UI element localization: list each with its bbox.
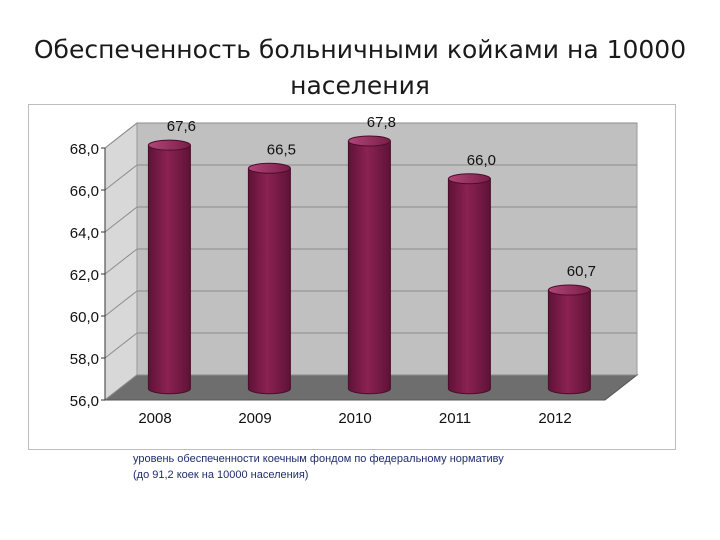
bar-cap [247, 162, 291, 174]
data-label: 67,8 [367, 114, 396, 131]
bar-cap [447, 173, 491, 185]
data-label: 60,7 [567, 263, 596, 280]
bar [547, 289, 591, 395]
x-tick-label: 2008 [138, 410, 171, 427]
y-tick-label: 64,0 [70, 225, 99, 242]
bar-chart: 56,0 58,0 60,0 62,0 64,0 66,0 68,0 67,6 2008 66,5… [70, 114, 639, 427]
y-gridline-side [104, 248, 138, 275]
y-gridline-side [104, 290, 138, 317]
title-line-1: Обеспеченность больничными койками на 10… [33, 35, 687, 64]
bar-cap [547, 284, 591, 296]
footnote: уровень обеспеченности коечным фондом по… [133, 451, 504, 483]
y-tick-label: 68,0 [70, 141, 99, 158]
x-tick-label: 2010 [338, 410, 371, 427]
y-gridline-side [104, 374, 138, 401]
y-tick-label: 66,0 [70, 183, 99, 200]
y-tick-label: 56,0 [70, 393, 99, 410]
bar [247, 167, 291, 395]
page-title: Обеспеченность больничными койками на 10… [0, 32, 720, 104]
x-tick-label: 2012 [538, 410, 571, 427]
y-gridline-side [104, 164, 138, 191]
data-label: 67,6 [167, 118, 196, 135]
y-gridline-side [104, 332, 138, 359]
bar-cap [347, 135, 391, 147]
y-tick-label: 62,0 [70, 267, 99, 284]
bar [147, 144, 191, 395]
x-tick-label: 2009 [238, 410, 271, 427]
bar [447, 178, 491, 395]
bar [347, 140, 391, 395]
y-gridline-side [104, 206, 138, 233]
data-label: 66,5 [267, 141, 296, 158]
x-tick-label: 2011 [439, 410, 471, 427]
y-tick-label: 60,0 [70, 309, 99, 326]
y-tick-label: 58,0 [70, 351, 99, 368]
y-gridline-side [104, 122, 138, 149]
data-label: 66,0 [467, 152, 496, 169]
bar-cap [147, 139, 191, 151]
footnote-line-2: (до 91,2 коек на 10000 населения) [133, 469, 309, 481]
footnote-line-1: уровень обеспеченности коечным фондом по… [133, 453, 504, 465]
title-line-2: населения [290, 71, 430, 100]
